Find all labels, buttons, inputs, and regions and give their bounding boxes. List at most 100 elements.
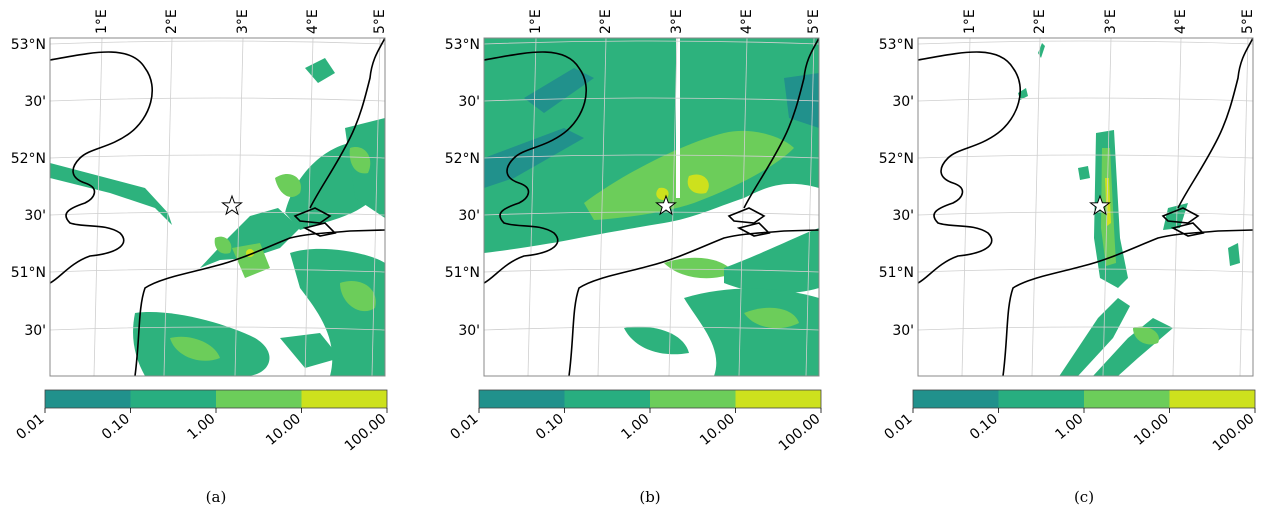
latitude-label: 53°N (879, 37, 914, 53)
colorbar-tick-label: 1.00 (618, 411, 652, 443)
colorbar-tick-label: 0.10 (533, 411, 567, 443)
latitude-label: 53°N (445, 37, 480, 53)
colorbar-tick-label: 0.01 (447, 411, 481, 443)
latitude-label: 30' (24, 323, 46, 339)
latitude-label: 51°N (445, 265, 480, 281)
longitude-label: 3°E (1103, 9, 1119, 34)
precip-high (664, 257, 734, 279)
panel-caption: (b) (639, 488, 661, 506)
coastline (918, 38, 1253, 376)
colorbar-tick-label: 1.00 (1052, 411, 1086, 443)
precipitation-field (50, 58, 385, 376)
precip-mid (1228, 243, 1240, 266)
latitude-label: 30' (458, 208, 480, 224)
precip-mid (1163, 203, 1188, 230)
latitude-label: 30' (24, 208, 46, 224)
longitude-label: 5°E (372, 9, 388, 34)
radar-star-icon (1089, 194, 1111, 216)
colorbar-tick-label: 1.00 (184, 411, 218, 443)
precip-low (524, 68, 594, 113)
precip-mid (724, 228, 819, 294)
map-figure: 1°E 2°E 3°E 4°E 5°E 53°N 30' 52°N 30' 51°N 30' 0.01… (11, 9, 390, 455)
latitude-label: 52°N (11, 151, 46, 167)
map-frame (49, 37, 386, 377)
colorbar: 0.01 0.10 1.00 10.00 100.00 (447, 389, 824, 455)
colorbar-segment (216, 390, 302, 408)
latitude-label: 30' (24, 94, 46, 110)
precip-peak (687, 174, 709, 194)
latitude-label: 30' (458, 323, 480, 339)
precip-mid (624, 326, 689, 355)
colorbar-tick-label: 100.00 (1210, 411, 1258, 455)
precip-high (214, 236, 232, 254)
colorbar-tick-label: 100.00 (342, 411, 390, 455)
latitude-label: 30' (892, 323, 914, 339)
colorbar-segment (45, 390, 131, 408)
coastline (50, 38, 385, 376)
latitude-label: 53°N (11, 37, 46, 53)
precip-low (484, 128, 584, 188)
longitude-label: 2°E (598, 9, 614, 34)
radar-star-icon (655, 194, 677, 216)
latitude-label: 30' (458, 94, 480, 110)
precip-mid (1059, 298, 1130, 376)
longitude-label: 5°E (806, 9, 822, 34)
longitude-label: 3°E (235, 9, 251, 34)
panel-caption: (c) (1073, 488, 1095, 506)
panel-caption: (a) (205, 488, 227, 506)
precipitation-field (484, 38, 819, 376)
latitude-label: 52°N (445, 151, 480, 167)
colorbar-tick-label: 0.10 (967, 411, 1001, 443)
precip-mid (684, 288, 819, 376)
colorbar-tick-label: 10.00 (263, 411, 304, 449)
longitude-label: 4°E (739, 9, 755, 34)
colorbar-tick-label: 10.00 (697, 411, 738, 449)
colorbar-segment (1084, 390, 1170, 408)
latitude-label: 30' (892, 208, 914, 224)
map-figure: 1°E 2°E 3°E 4°E 5°E 53°N 30' 52°N 30' 51°N 30' 0.01… (879, 9, 1258, 455)
colorbar-tick-label: 0.10 (99, 411, 133, 443)
colorbar-segment (650, 390, 736, 408)
precipitation-field (1018, 43, 1240, 376)
map-frame (483, 37, 820, 377)
precip-mid (280, 333, 340, 368)
graticule (918, 38, 1253, 376)
longitude-label: 4°E (305, 9, 321, 34)
colorbar-segment (301, 390, 387, 408)
radar-star-icon (221, 194, 243, 216)
colorbar-segment (735, 390, 821, 408)
colorbar-tick-label: 100.00 (776, 411, 824, 455)
precip-mid (50, 163, 172, 225)
latitude-label: 51°N (879, 265, 914, 281)
longitude-label: 5°E (1240, 9, 1256, 34)
colorbar: 0.01 0.10 1.00 10.00 100.00 (881, 389, 1258, 455)
map-panel-a: 1°E 2°E 3°E 4°E 5°E 53°N 30' 52°N 30' 51°N 30' 0.01… (0, 0, 420, 517)
colorbar-tick-label: 0.01 (13, 411, 47, 443)
precip-high (584, 130, 794, 220)
colorbar-segment (130, 390, 216, 408)
precip-high (340, 280, 376, 312)
longitude-label: 4°E (1173, 9, 1189, 34)
precip-high (349, 147, 371, 174)
latitude-label: 30' (892, 94, 914, 110)
longitude-label: 2°E (164, 9, 180, 34)
map-panel-c: 1°E 2°E 3°E 4°E 5°E 53°N 30' 52°N 30' 51°N 30' 0.01… (868, 0, 1284, 517)
longitude-label: 1°E (94, 9, 110, 34)
precip-high (170, 336, 220, 361)
colorbar-segment (479, 390, 565, 408)
radar-gap (676, 38, 680, 198)
precip-mid (1078, 166, 1090, 180)
longitude-label: 1°E (528, 9, 544, 34)
longitude-label: 3°E (669, 9, 685, 34)
colorbar-tick-label: 10.00 (1131, 411, 1172, 449)
colorbar-tick-label: 0.01 (881, 411, 915, 443)
precip-mid (290, 248, 385, 376)
precip-high (1133, 326, 1159, 345)
longitude-label: 1°E (962, 9, 978, 34)
graticule (484, 38, 819, 376)
precip-high (744, 307, 799, 329)
map-panel-b: 1°E 2°E 3°E 4°E 5°E 53°N 30' 52°N 30' 51°N 30' 0.01… (434, 0, 854, 517)
map-frame (917, 37, 1254, 377)
colorbar-segment (998, 390, 1084, 408)
colorbar-segment (564, 390, 650, 408)
